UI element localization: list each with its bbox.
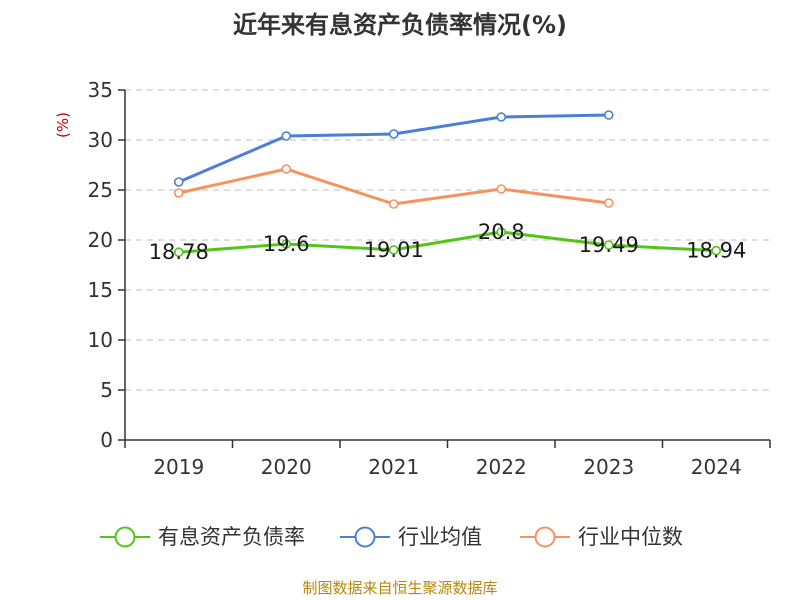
data-point-2 <box>281 164 292 174</box>
data-point-2 <box>388 199 399 209</box>
x-tick-label: 2022 <box>476 455 527 479</box>
legend-item-0[interactable]: 有息资产负债率 <box>100 525 305 549</box>
x-tick-label: 2019 <box>153 455 204 479</box>
data-point-0 <box>603 240 614 250</box>
data-label: 20.8 <box>478 220 525 244</box>
y-tick-label: 30 <box>88 128 113 152</box>
legend-item-2[interactable]: 行业中位数 <box>520 525 683 549</box>
legend-label: 行业均值 <box>398 525 482 549</box>
data-point-2 <box>173 188 184 198</box>
y-tick-label: 35 <box>88 78 113 102</box>
data-point-0 <box>496 227 507 237</box>
x-tick-label: 2020 <box>261 455 312 479</box>
y-tick-label: 20 <box>88 228 113 252</box>
data-point-0 <box>388 245 399 255</box>
y-tick-label: 10 <box>88 328 113 352</box>
x-tick-label: 2023 <box>583 455 634 479</box>
series-line-1 <box>178 113 609 184</box>
chart-title: 近年来有息资产负债率情况(%) <box>233 11 567 39</box>
data-point-2 <box>496 184 507 194</box>
data-label: 19.49 <box>579 233 639 257</box>
legend-marker <box>114 526 136 548</box>
data-point-1 <box>173 177 184 187</box>
y-tick-label: 5 <box>100 378 113 402</box>
axes: 0 5 10 15 20 25 30 35 2019 2020 2021 2022 2023 2024 <box>88 78 771 479</box>
y-tick-label: 0 <box>100 428 113 452</box>
data-point-1 <box>603 110 614 120</box>
y-tick-label: 15 <box>88 278 113 302</box>
data-point-1 <box>496 112 507 122</box>
source-note: 制图数据来自恒生聚源数据库 <box>302 579 497 597</box>
y-axis-label: (%) <box>54 112 72 138</box>
y-tick-label: 25 <box>88 178 113 202</box>
series-line-2 <box>178 167 609 206</box>
data-point-0 <box>711 245 722 256</box>
legend-label: 行业中位数 <box>578 525 683 549</box>
series-layer <box>173 110 722 257</box>
data-point-1 <box>281 131 292 141</box>
data-point-1 <box>388 129 399 139</box>
data-label: 19.6 <box>263 232 310 256</box>
data-labels: 18.78 19.6 19.01 20.8 19.49 18.94 <box>149 220 747 264</box>
legend[interactable]: 有息资产负债率 行业均值 行业中位数 <box>100 525 683 549</box>
legend-label: 有息资产负债率 <box>158 525 305 549</box>
data-label: 18.94 <box>686 239 746 263</box>
legend-marker <box>534 526 556 548</box>
data-label: 19.01 <box>364 238 424 262</box>
data-point-0 <box>281 239 292 249</box>
x-tick-label: 2024 <box>691 455 742 479</box>
legend-item-1[interactable]: 行业均值 <box>340 525 482 549</box>
series-line-0 <box>178 230 717 254</box>
data-label: 18.78 <box>149 240 209 264</box>
data-point-0 <box>173 247 184 257</box>
legend-marker <box>354 526 376 548</box>
data-point-2 <box>603 198 614 208</box>
x-tick-label: 2021 <box>368 455 419 479</box>
